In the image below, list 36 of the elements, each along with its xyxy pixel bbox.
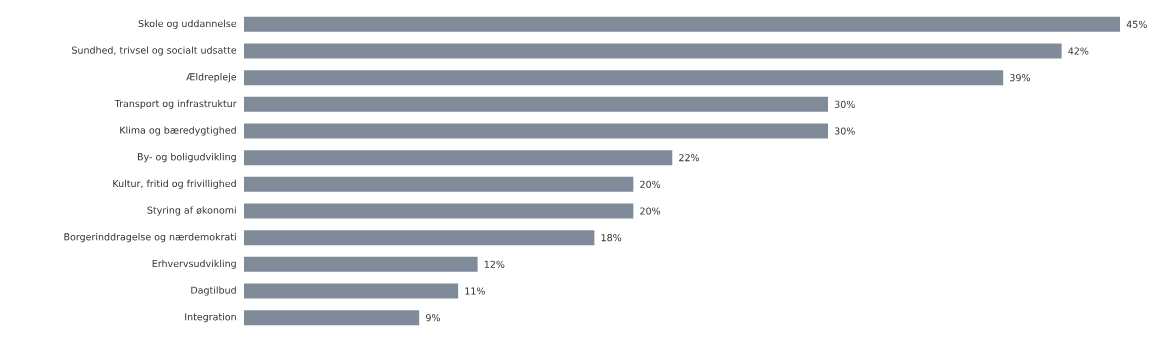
data-label: 42%	[1068, 47, 1089, 55]
y-tick-label: Skole og uddannelse	[138, 19, 237, 29]
data-label: 30%	[834, 127, 855, 135]
y-tick-label: Integration	[185, 313, 236, 323]
bar	[244, 43, 1062, 59]
bar	[244, 70, 1004, 86]
bar	[244, 16, 1121, 32]
data-label: 20%	[640, 207, 661, 215]
y-tick-label: Klima og bæredygtighed	[120, 126, 236, 136]
data-label: 30%	[834, 100, 855, 108]
bar	[244, 123, 829, 139]
data-label: 18%	[601, 234, 622, 242]
bar	[244, 230, 595, 246]
data-label: 45%	[1126, 20, 1147, 28]
y-tick-label: By- og boligudvikling	[137, 153, 236, 163]
bar	[244, 176, 634, 192]
bar	[244, 150, 673, 166]
y-tick-label: Styring af økonomi	[147, 206, 236, 216]
data-label: 11%	[465, 287, 485, 295]
bar	[244, 96, 829, 112]
bar	[244, 203, 634, 219]
y-tick-label: Kultur, fritid og frivillighed	[113, 179, 236, 189]
y-tick-label: Sundhed, trivsel og socialt udsatte	[72, 46, 237, 56]
bar	[244, 256, 478, 272]
bar	[244, 310, 420, 326]
y-tick-label: Borgerinddragelse og nærdemokrati	[64, 233, 236, 243]
y-tick-label: Erhvervsudvikling	[152, 259, 236, 269]
data-label: 39%	[1010, 74, 1030, 82]
data-label: 20%	[640, 180, 661, 188]
y-tick-label: Dagtilbud	[191, 286, 236, 296]
data-label: 22%	[679, 154, 700, 162]
data-label: 9%	[425, 314, 440, 322]
bar	[244, 283, 459, 299]
y-tick-label: Transport og infrastruktur	[114, 99, 237, 109]
data-label: 12%	[484, 260, 505, 268]
y-tick-label: Ældrepleje	[186, 73, 237, 83]
